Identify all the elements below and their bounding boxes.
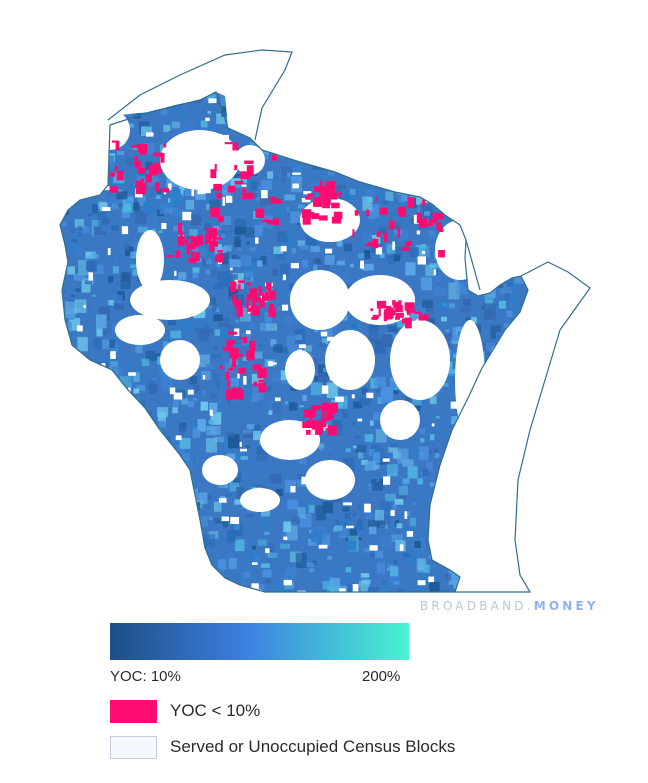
lake-michigan-boundary xyxy=(455,239,591,593)
watermark: BROADBAND.MONEY xyxy=(420,599,599,613)
served-label: Served or Unoccupied Census Blocks xyxy=(170,737,456,756)
served-swatch xyxy=(110,736,157,759)
yoc-low-label: YOC < 10% xyxy=(170,701,261,720)
watermark-right: MONEY xyxy=(533,599,599,613)
yoc-color-ramp xyxy=(110,623,409,660)
ramp-min-label: YOC: 10% xyxy=(110,668,181,685)
state-boundary xyxy=(59,91,529,593)
yoc-low-swatch xyxy=(110,700,157,723)
ramp-max-label: 200% xyxy=(362,668,401,685)
watermark-left: BROADBAND. xyxy=(420,599,534,613)
wisconsin-map xyxy=(59,49,591,593)
upper-boundary-line xyxy=(107,49,293,141)
